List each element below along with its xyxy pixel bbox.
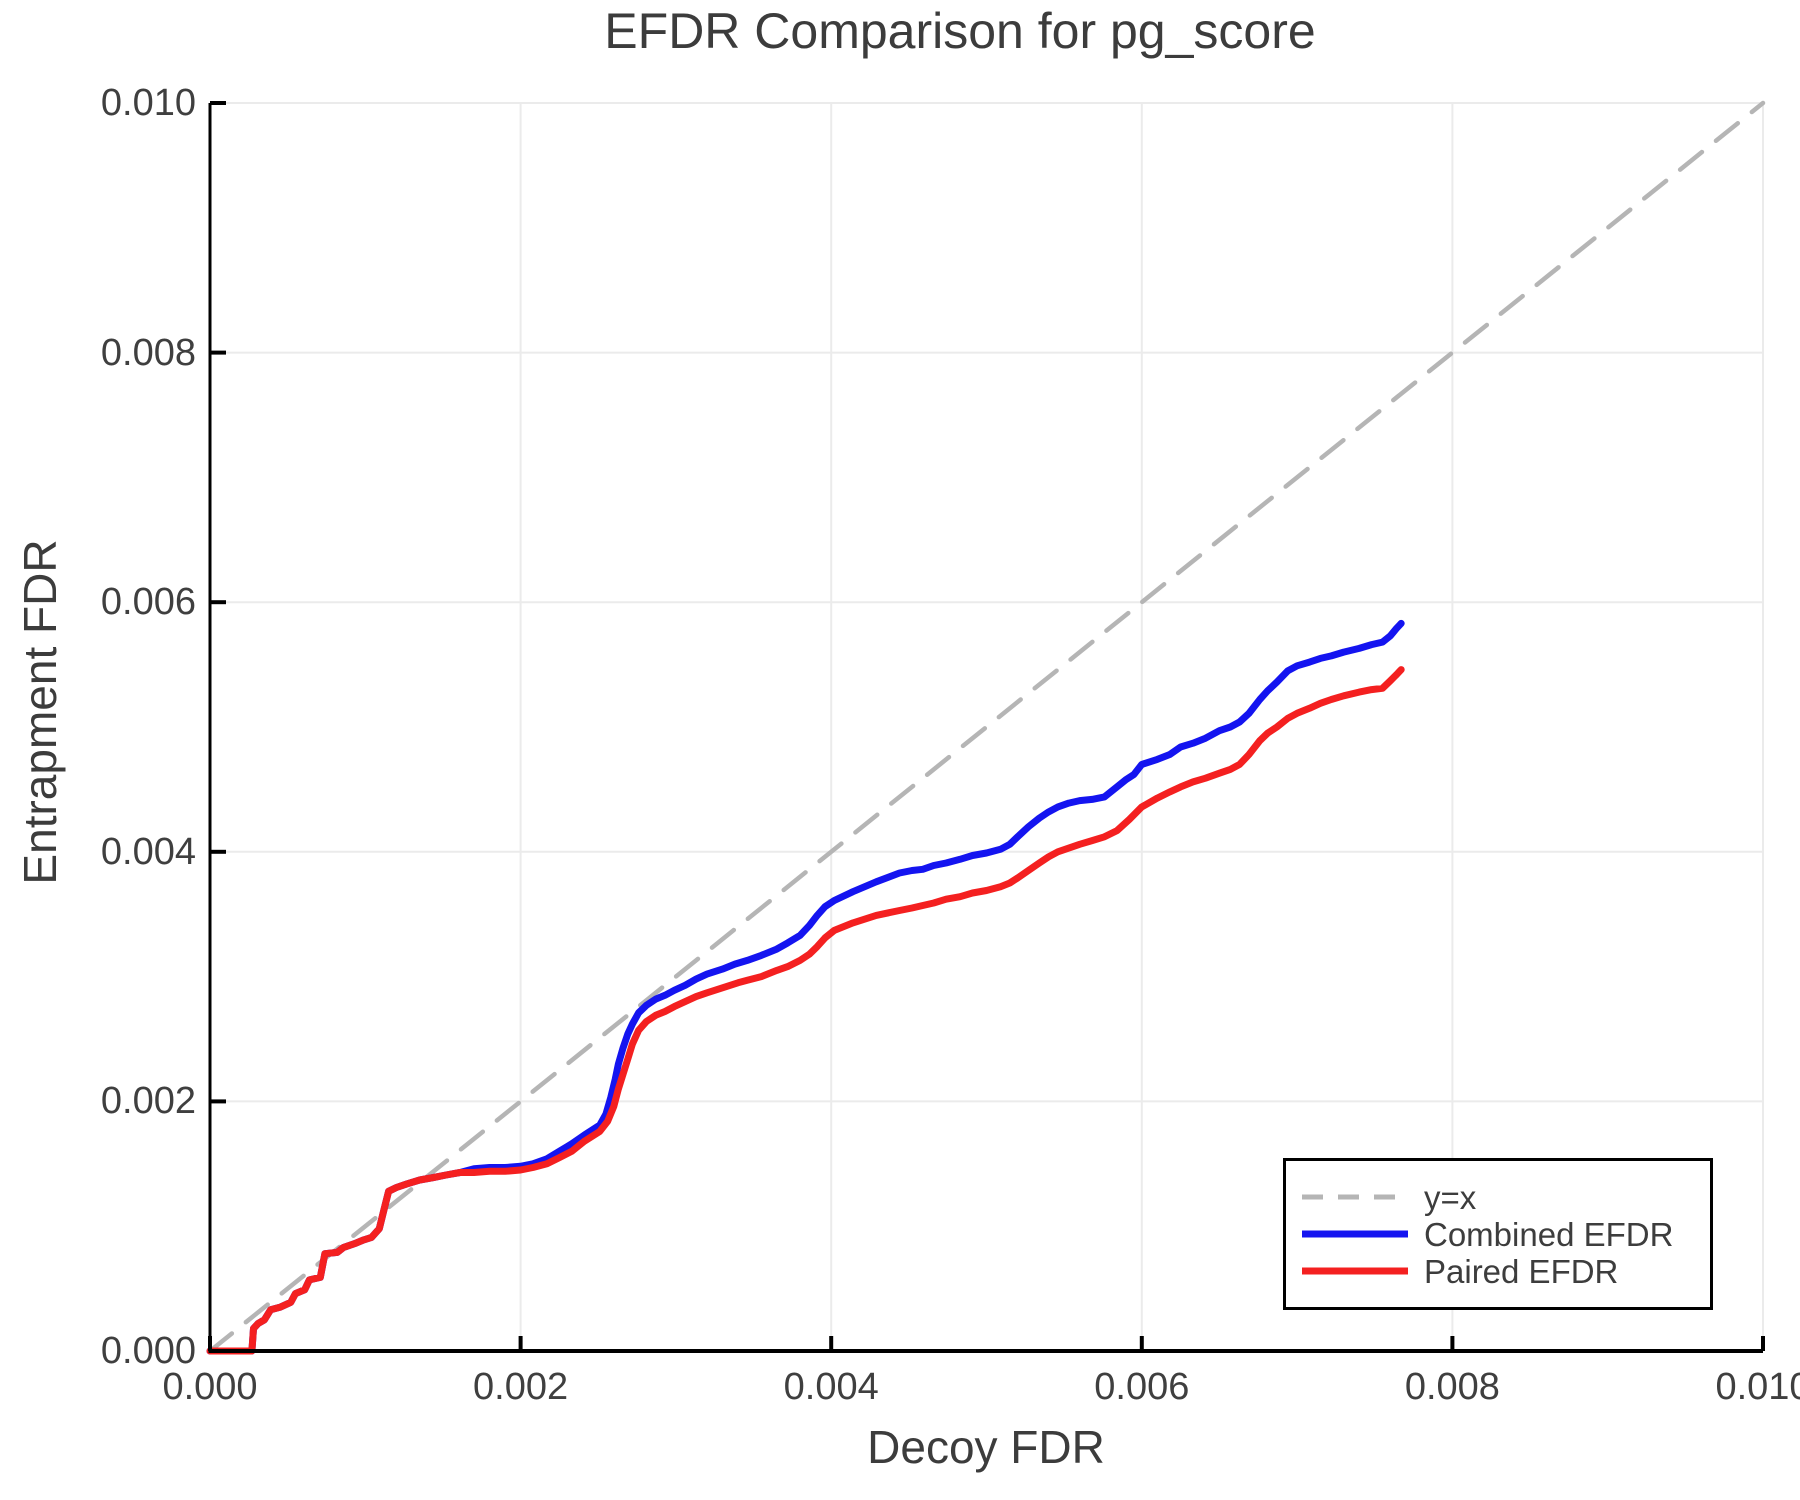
x-tick-label: 0.000 — [162, 1366, 258, 1408]
x-axis-label: Decoy FDR — [867, 1421, 1105, 1473]
legend-label-combined-efdr: Combined EFDR — [1424, 1215, 1674, 1253]
chart-title: EFDR Comparison for pg_score — [604, 3, 1316, 59]
series-combined-efdr — [206, 619, 1405, 1355]
x-tick-label: 0.002 — [473, 1366, 569, 1408]
series-paired-efdr — [206, 666, 1405, 1355]
x-tick-label: 0.006 — [1094, 1366, 1190, 1408]
legend-label-yx: y=x — [1424, 1178, 1477, 1216]
legend-label-paired-efdr: Paired EFDR — [1424, 1252, 1619, 1290]
legend: y=x Combined EFDR Paired EFDR — [1283, 1158, 1713, 1310]
y-axis-label: Entrapment FDR — [14, 539, 66, 885]
y-tick-label: 0.010 — [100, 82, 196, 124]
y-tick-label: 0.008 — [100, 331, 196, 374]
series-y-x — [207, 100, 1766, 1354]
legend-combined-line-sample — [1302, 1230, 1408, 1238]
y-tick-label: 0.006 — [100, 581, 196, 624]
x-tick-label: 0.008 — [1404, 1366, 1500, 1408]
legend-paired-line-sample — [1302, 1267, 1408, 1275]
legend-item-paired-efdr: Paired EFDR — [1302, 1253, 1710, 1290]
x-tick-label: 0.010 — [1715, 1366, 1800, 1408]
y-tick-label: 0.004 — [100, 830, 196, 873]
legend-dashed-line-sample — [1302, 1194, 1408, 1200]
legend-item-yx: y=x — [1302, 1179, 1710, 1216]
y-tick-label: 0.002 — [100, 1080, 196, 1123]
legend-item-combined-efdr: Combined EFDR — [1302, 1216, 1710, 1253]
x-tick-label: 0.004 — [783, 1366, 879, 1408]
y-tick-label: 0.000 — [100, 1330, 196, 1372]
